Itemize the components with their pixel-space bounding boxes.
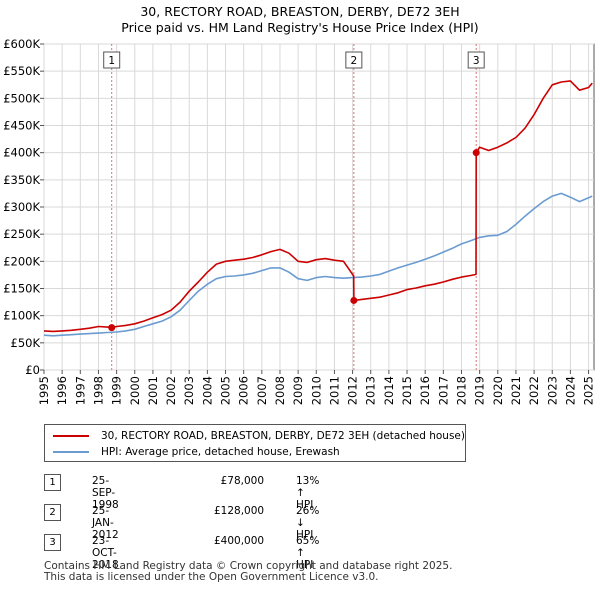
- y-tick-label: £0: [25, 363, 40, 377]
- sale-marker-label: 2: [351, 55, 358, 67]
- sale-marker-label: 1: [108, 55, 115, 67]
- x-tick-label: 2010: [309, 376, 323, 405]
- x-tick-label: 2001: [146, 376, 160, 405]
- hpi-line: [43, 192, 593, 337]
- sale-point: [472, 149, 480, 157]
- legend-property-label: 30, RECTORY ROAD, BREASTON, DERBY, DE72 …: [101, 430, 465, 442]
- sale-price: £128,000: [214, 505, 265, 517]
- x-tick-label: 2011: [327, 376, 341, 405]
- x-tick-label: 2004: [200, 376, 214, 405]
- x-tick-label: 2024: [563, 376, 577, 405]
- sale-hpi-diff: 65% ↑ HPI: [296, 535, 320, 571]
- y-tick-label: £550K: [3, 64, 40, 78]
- sale-price: £78,000: [220, 475, 264, 487]
- legend-property: 30, RECTORY ROAD, BREASTON, DERBY, DE72 …: [53, 429, 465, 443]
- sale-marker-label: 3: [473, 55, 480, 67]
- chart-subtitle: Price paid vs. HM Land Registry's House …: [121, 20, 479, 35]
- y-tick-label: £400K: [3, 146, 40, 160]
- footer-copyright: Contains HM Land Registry data © Crown c…: [44, 560, 453, 572]
- x-tick-label: 2025: [582, 376, 596, 405]
- property-price-line: [43, 80, 593, 333]
- x-tick-label: 2000: [128, 376, 142, 405]
- legend-property-swatch: [53, 435, 89, 437]
- legend-hpi-swatch: [53, 451, 89, 453]
- chart-title: 30, RECTORY ROAD, BREASTON, DERBY, DE72 …: [140, 4, 460, 19]
- price-chart: £0 £50K £100K £150K £200K £250K £300K £350K £400…: [3, 37, 596, 405]
- sale-badge: 1: [44, 474, 61, 491]
- x-tick-label: 1998: [91, 376, 105, 405]
- y-tick-label: £350K: [3, 173, 40, 187]
- y-tick-label: £50K: [11, 336, 41, 350]
- x-tick-label: 2009: [291, 376, 305, 405]
- x-tick-label: 2021: [509, 376, 523, 405]
- x-tick-label: 2015: [400, 376, 414, 405]
- x-tick-label: 2020: [491, 376, 505, 405]
- x-tick-label: 2023: [545, 376, 559, 405]
- y-tick-label: £200K: [3, 254, 40, 268]
- x-tick-label: 1997: [73, 376, 87, 405]
- legend-hpi: HPI: Average price, detached house, Erew…: [53, 445, 340, 459]
- x-tick-label: 2012: [346, 376, 360, 405]
- sale-marker-box: [345, 51, 363, 69]
- sale-point: [350, 296, 358, 304]
- x-tick-label: 1996: [55, 376, 69, 405]
- y-tick-label: £300K: [3, 200, 40, 214]
- x-tick-label: 2003: [182, 376, 196, 405]
- x-tick-label: 2019: [473, 376, 487, 405]
- sale-date: 23-OCT-2018: [92, 535, 119, 571]
- sale-hpi-diff: 26% ↓ HPI: [296, 505, 320, 541]
- y-tick-label: £250K: [3, 227, 40, 241]
- legend-hpi-label: HPI: Average price, detached house, Erew…: [101, 446, 340, 458]
- sale-badge: 2: [44, 504, 61, 521]
- y-tick-label: £100K: [3, 309, 40, 323]
- legend: 30, RECTORY ROAD, BREASTON, DERBY, DE72 …: [44, 424, 466, 462]
- sale-price: £400,000: [214, 535, 265, 547]
- sale-marker-box: [467, 51, 485, 69]
- x-tick-label: 2017: [436, 376, 450, 405]
- sale-point: [108, 324, 116, 332]
- x-tick-label: 2022: [527, 376, 541, 405]
- sale-marker-box: [103, 51, 121, 69]
- x-tick-label: 2018: [454, 376, 468, 405]
- sale-date: 25-SEP-1998: [92, 475, 119, 511]
- sale-hpi-diff: 13% ↑ HPI: [296, 475, 320, 511]
- x-tick-label: 1995: [37, 376, 51, 405]
- footer-licence: This data is licensed under the Open Gov…: [44, 571, 379, 583]
- x-tick-label: 2013: [364, 376, 378, 405]
- x-tick-label: 2016: [418, 376, 432, 405]
- x-tick-label: 2014: [382, 376, 396, 405]
- x-tick-label: 1999: [110, 376, 124, 405]
- x-tick-label: 2005: [219, 376, 233, 405]
- sale-badge: 3: [44, 534, 61, 551]
- y-tick-label: £450K: [3, 119, 40, 133]
- y-tick-label: £600K: [3, 37, 40, 51]
- x-tick-label: 2002: [164, 376, 178, 405]
- footer: Contains HM Land Registry data © Crown c…: [44, 561, 452, 583]
- y-tick-label: £500K: [3, 91, 40, 105]
- sale-date: 25-JAN-2012: [92, 505, 119, 541]
- x-tick-label: 2006: [237, 376, 251, 405]
- x-tick-label: 2007: [255, 376, 269, 405]
- x-tick-label: 2008: [273, 376, 287, 405]
- y-tick-label: £150K: [3, 282, 40, 296]
